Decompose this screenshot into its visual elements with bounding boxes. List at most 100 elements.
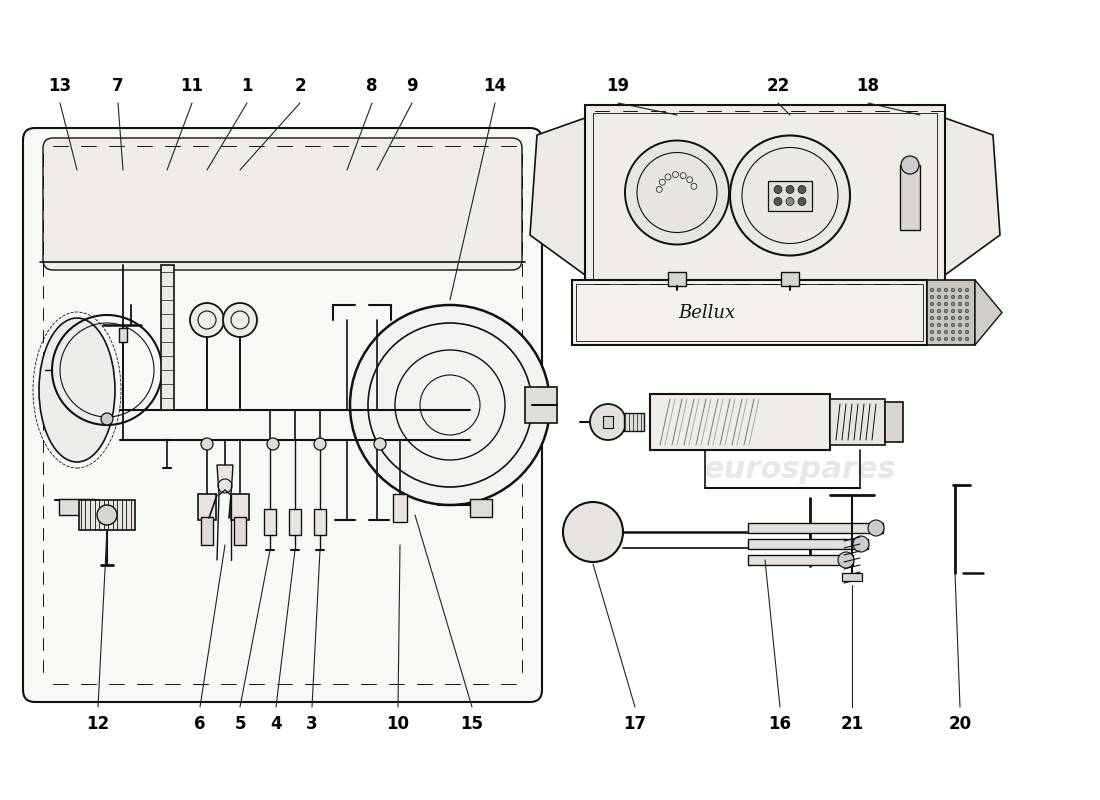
Bar (201, 517, 213, 545)
Text: 11: 11 (180, 77, 204, 95)
Bar (525, 387, 557, 423)
Polygon shape (975, 280, 1002, 345)
Circle shape (786, 186, 794, 194)
Circle shape (374, 438, 386, 450)
Text: 13: 13 (48, 77, 72, 95)
Bar (830, 399, 886, 445)
Circle shape (958, 295, 961, 298)
Circle shape (944, 302, 948, 306)
Circle shape (937, 309, 940, 313)
Circle shape (944, 288, 948, 292)
Text: 19: 19 (606, 77, 629, 95)
Text: 12: 12 (87, 715, 110, 733)
Circle shape (937, 288, 940, 292)
Bar (900, 165, 920, 230)
Text: 16: 16 (769, 715, 792, 733)
Circle shape (937, 330, 940, 334)
Bar (886, 402, 903, 442)
Circle shape (937, 295, 940, 298)
Circle shape (958, 309, 961, 313)
Circle shape (958, 288, 961, 292)
Text: 1: 1 (241, 77, 253, 95)
Circle shape (931, 323, 934, 326)
Bar (264, 509, 276, 535)
Circle shape (931, 316, 934, 320)
Bar (768, 181, 812, 210)
Bar (624, 413, 644, 431)
Text: Bellux: Bellux (679, 303, 736, 322)
Circle shape (931, 330, 934, 334)
Text: 20: 20 (948, 715, 971, 733)
Circle shape (958, 330, 961, 334)
Circle shape (931, 302, 934, 306)
Text: eurospares: eurospares (184, 275, 376, 305)
Circle shape (590, 404, 626, 440)
Circle shape (901, 156, 918, 174)
Circle shape (798, 186, 806, 194)
Bar (393, 494, 407, 522)
Circle shape (730, 135, 850, 255)
Polygon shape (530, 118, 585, 275)
Circle shape (952, 338, 955, 341)
Circle shape (563, 502, 623, 562)
Circle shape (952, 330, 955, 334)
Bar (593, 113, 937, 282)
Text: 7: 7 (112, 77, 124, 95)
Circle shape (937, 323, 940, 326)
Bar (79, 500, 135, 530)
Text: 14: 14 (483, 77, 507, 95)
Circle shape (965, 316, 969, 320)
Bar (842, 573, 862, 581)
Circle shape (965, 323, 969, 326)
FancyBboxPatch shape (43, 138, 522, 270)
Polygon shape (217, 465, 233, 495)
Circle shape (937, 338, 940, 341)
Text: 22: 22 (767, 77, 790, 95)
Circle shape (965, 288, 969, 292)
Circle shape (958, 323, 961, 326)
Circle shape (223, 303, 257, 337)
Circle shape (958, 338, 961, 341)
Circle shape (965, 295, 969, 298)
Circle shape (350, 305, 550, 505)
Bar (234, 517, 246, 545)
Bar (748, 539, 868, 549)
Circle shape (625, 141, 729, 245)
Circle shape (965, 330, 969, 334)
Circle shape (931, 288, 934, 292)
Circle shape (958, 316, 961, 320)
Bar (572, 280, 927, 345)
Bar (198, 494, 216, 520)
Circle shape (952, 323, 955, 326)
Circle shape (952, 302, 955, 306)
Text: 8: 8 (366, 77, 377, 95)
Circle shape (931, 295, 934, 298)
Circle shape (852, 536, 869, 552)
Circle shape (798, 198, 806, 206)
Circle shape (97, 505, 117, 525)
Bar (231, 494, 249, 520)
Bar (119, 328, 126, 342)
Bar (59, 499, 95, 515)
Circle shape (937, 316, 940, 320)
Bar (161, 265, 174, 410)
Circle shape (774, 198, 782, 206)
Bar (470, 499, 492, 517)
Polygon shape (945, 118, 1000, 275)
Text: 17: 17 (624, 715, 647, 733)
Text: 18: 18 (857, 77, 880, 95)
Bar (585, 105, 945, 290)
Circle shape (786, 198, 794, 206)
Circle shape (868, 520, 884, 536)
Circle shape (944, 338, 948, 341)
Circle shape (267, 438, 279, 450)
Text: 6: 6 (195, 715, 206, 733)
Bar (748, 555, 852, 565)
Bar (289, 509, 301, 535)
Text: 2: 2 (294, 77, 306, 95)
Bar (668, 272, 686, 286)
FancyBboxPatch shape (23, 128, 542, 702)
Circle shape (931, 338, 934, 341)
Circle shape (965, 302, 969, 306)
Circle shape (952, 316, 955, 320)
